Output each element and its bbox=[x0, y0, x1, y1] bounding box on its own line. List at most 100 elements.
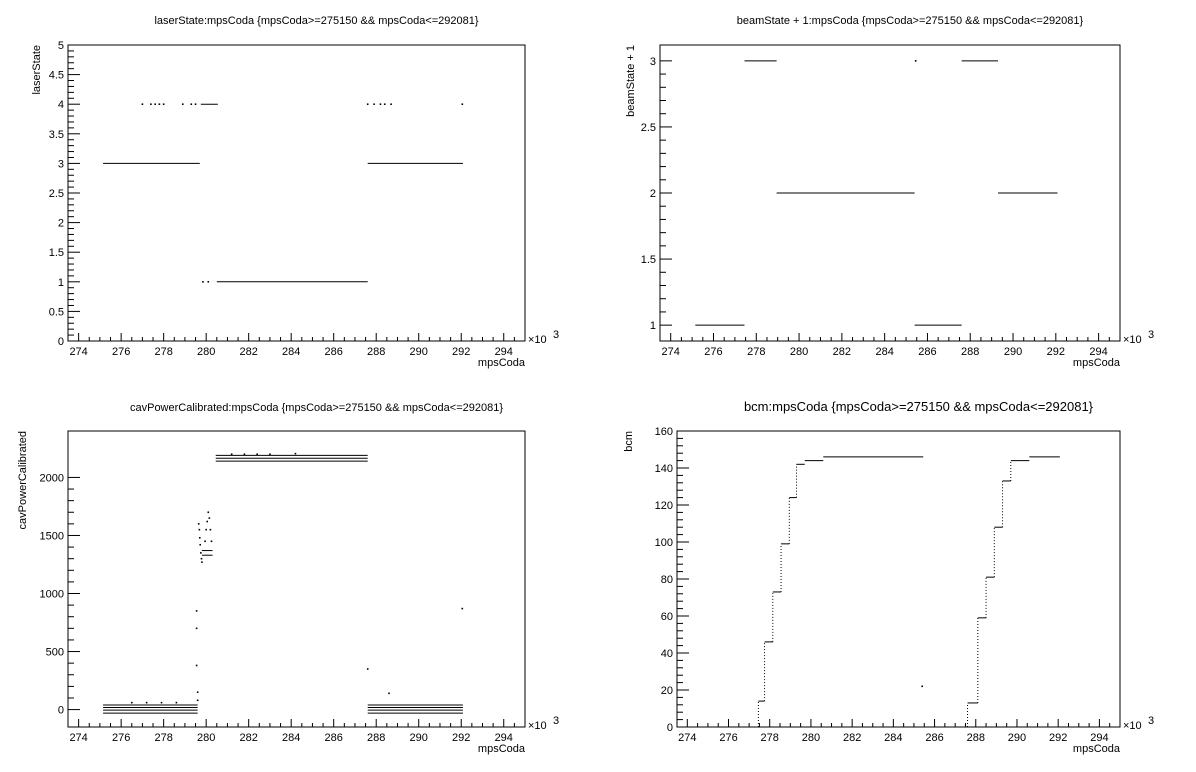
x-tick-label: 276 bbox=[704, 346, 722, 358]
x-tick-label: 288 bbox=[367, 346, 385, 358]
y-tick-label: 0 bbox=[58, 336, 64, 348]
x-exponent-power: 3 bbox=[1148, 715, 1154, 727]
y-tick-label: 3 bbox=[58, 158, 64, 170]
x-tick-label: 276 bbox=[112, 732, 130, 744]
data-point bbox=[158, 103, 161, 105]
x-axis-label: mpsCoda bbox=[478, 743, 526, 755]
y-tick-label: 40 bbox=[661, 648, 673, 660]
data-point bbox=[230, 453, 233, 456]
x-tick-label: 280 bbox=[802, 732, 820, 744]
data-point bbox=[373, 103, 375, 105]
plot-frame bbox=[67, 44, 526, 342]
x-exponent-label: ×10 bbox=[1123, 334, 1142, 346]
x-tick-label: 288 bbox=[967, 732, 985, 744]
x-tick-label: 280 bbox=[790, 346, 808, 358]
x-tick-label: 286 bbox=[918, 346, 936, 358]
data-point bbox=[208, 517, 211, 519]
x-tick-label: 274 bbox=[69, 346, 87, 358]
data-point bbox=[202, 281, 204, 283]
plot-frame bbox=[67, 430, 526, 728]
data-point bbox=[207, 281, 210, 283]
data-point bbox=[200, 552, 202, 554]
data-point bbox=[921, 685, 923, 688]
y-tick-label: 1 bbox=[58, 277, 64, 289]
x-tick-label: 278 bbox=[747, 346, 765, 358]
x-tick-label: 284 bbox=[282, 732, 300, 744]
x-tick-label: 280 bbox=[197, 346, 215, 358]
data-point bbox=[130, 701, 133, 704]
x-tick-label: 274 bbox=[662, 346, 680, 358]
y-tick-label: 160 bbox=[655, 426, 673, 438]
x-tick-label: 292 bbox=[452, 346, 470, 358]
chart-panel-1: laserState:mpsCoda {mpsCoda>=275150 && m… bbox=[31, 15, 559, 369]
chart-panel-2: beamState + 1:mpsCoda {mpsCoda>=275150 &… bbox=[625, 15, 1154, 369]
y-tick-label: 0 bbox=[58, 705, 64, 717]
y-tick-label: 4 bbox=[58, 99, 64, 111]
x-tick-label: 284 bbox=[884, 732, 902, 744]
data-point bbox=[198, 528, 201, 531]
y-axis-label: laserState bbox=[31, 45, 43, 95]
chart-title: cavPowerCalibrated:mpsCoda {mpsCoda>=275… bbox=[130, 402, 503, 414]
x-tick-label: 286 bbox=[325, 346, 343, 358]
x-tick-label: 274 bbox=[69, 732, 87, 744]
data-point bbox=[461, 103, 464, 105]
data-point bbox=[269, 453, 271, 456]
x-tick-label: 288 bbox=[367, 732, 385, 744]
data-point bbox=[141, 103, 144, 105]
data-point bbox=[160, 701, 163, 704]
data-point bbox=[194, 103, 197, 105]
data-point bbox=[196, 699, 199, 702]
data-point bbox=[388, 692, 390, 695]
x-tick-label: 286 bbox=[925, 732, 943, 744]
x-tick-label: 282 bbox=[843, 732, 861, 744]
chart-title: laserState:mpsCoda {mpsCoda>=275150 && m… bbox=[154, 15, 478, 27]
y-tick-label: 140 bbox=[655, 463, 673, 475]
data-point bbox=[200, 557, 203, 560]
data-point bbox=[196, 691, 199, 693]
y-tick-label: 500 bbox=[46, 647, 64, 659]
x-tick-label: 290 bbox=[1008, 732, 1026, 744]
data-point bbox=[209, 528, 212, 531]
x-tick-label: 284 bbox=[282, 346, 300, 358]
x-tick-label: 282 bbox=[239, 732, 257, 744]
x-exponent-label: ×10 bbox=[528, 334, 547, 346]
chart-panel-3: cavPowerCalibrated:mpsCoda {mpsCoda>=275… bbox=[17, 402, 559, 755]
x-tick-label: 294 bbox=[1090, 732, 1108, 744]
x-tick-label: 278 bbox=[154, 732, 172, 744]
x-tick-label: 286 bbox=[325, 732, 343, 744]
y-tick-label: 1.5 bbox=[641, 254, 656, 266]
data-point bbox=[207, 511, 210, 514]
y-tick-label: 80 bbox=[661, 574, 673, 586]
x-exponent-power: 3 bbox=[1148, 329, 1154, 341]
x-tick-label: 292 bbox=[452, 732, 470, 744]
x-tick-label: 288 bbox=[961, 346, 979, 358]
x-axis-label: mpsCoda bbox=[1073, 357, 1121, 369]
y-tick-label: 120 bbox=[655, 500, 673, 512]
chart-panel-4: bcm:mpsCoda {mpsCoda>=275150 && mpsCoda<… bbox=[623, 399, 1154, 755]
y-tick-label: 3 bbox=[650, 56, 656, 68]
data-point bbox=[205, 528, 207, 531]
x-tick-label: 284 bbox=[875, 346, 893, 358]
data-point bbox=[195, 664, 198, 667]
x-tick-label: 294 bbox=[495, 732, 513, 744]
x-tick-label: 292 bbox=[1047, 346, 1065, 358]
data-point bbox=[199, 543, 202, 546]
y-tick-label: 100 bbox=[655, 537, 673, 549]
data-point bbox=[366, 103, 369, 105]
x-axis-label: mpsCoda bbox=[1073, 743, 1121, 755]
x-tick-label: 278 bbox=[761, 732, 779, 744]
x-tick-label: 280 bbox=[197, 732, 215, 744]
data-point bbox=[195, 627, 198, 630]
data-point bbox=[294, 452, 297, 455]
y-tick-label: 5 bbox=[58, 40, 64, 52]
x-exponent-power: 3 bbox=[553, 329, 559, 341]
data-point bbox=[204, 540, 206, 543]
data-point bbox=[181, 103, 184, 105]
data-point bbox=[145, 701, 148, 704]
x-axis-label: mpsCoda bbox=[478, 357, 526, 369]
y-tick-label: 3.5 bbox=[49, 129, 64, 141]
x-tick-label: 278 bbox=[154, 346, 172, 358]
x-tick-label: 290 bbox=[410, 732, 428, 744]
y-tick-label: 2.5 bbox=[641, 122, 656, 134]
